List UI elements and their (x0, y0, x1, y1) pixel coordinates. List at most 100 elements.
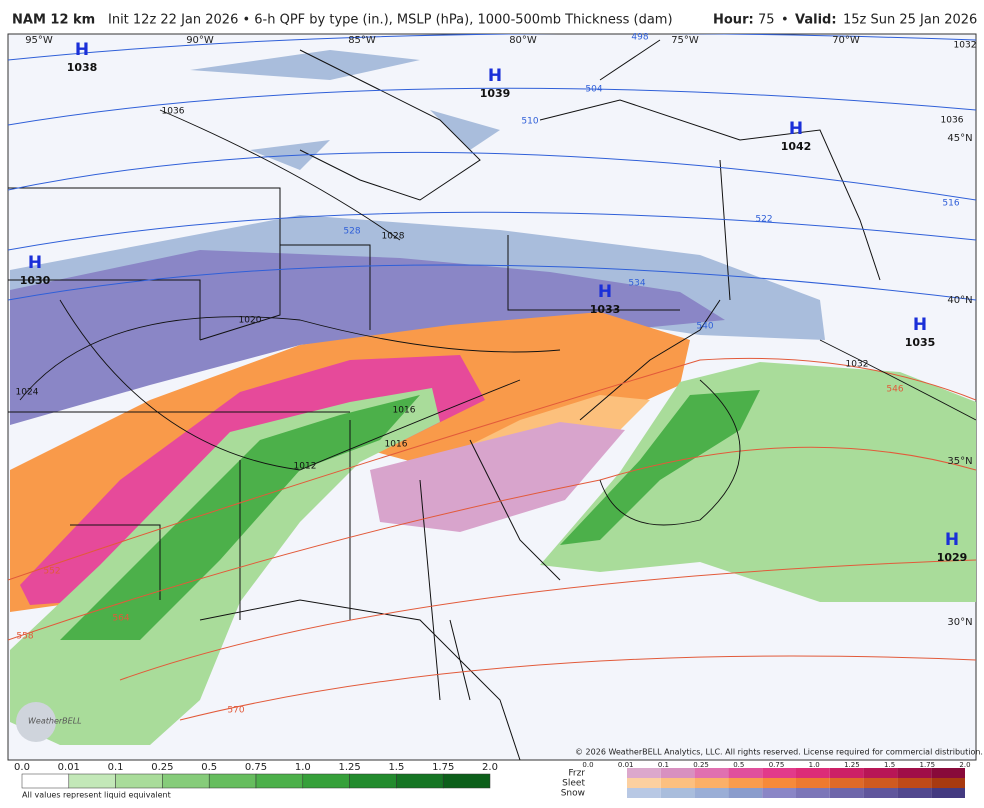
rain-legend-swatch (162, 773, 210, 789)
pressure-value: 1033 (590, 303, 621, 316)
rain-legend-value: 0.5 (201, 762, 217, 773)
pressure-symbol: H (945, 530, 959, 550)
type-legend-swatch (796, 768, 830, 778)
rain-legend-swatch (21, 773, 70, 789)
isobar-label: 1016 (385, 440, 408, 450)
thickness-label: 522 (755, 215, 772, 225)
type-legend-swatch (829, 788, 864, 798)
type-legend-swatch (694, 788, 729, 798)
rain-legend-value: 0.25 (151, 762, 173, 773)
type-legend-swatch (627, 768, 661, 778)
snow-streak (190, 50, 500, 170)
thickness-label: 546 (886, 385, 903, 395)
rain-legend-swatch (68, 773, 116, 789)
type-legend-swatch (762, 768, 796, 778)
longitude-label: 70°W (832, 35, 860, 46)
pressure-symbol: H (75, 40, 89, 60)
pressure-symbol: H (789, 119, 803, 139)
thickness-label: 552 (43, 567, 60, 577)
type-legend-swatch (863, 778, 898, 788)
sleet-area (10, 312, 690, 612)
logo-badge (16, 702, 56, 742)
type-legend-swatch (863, 788, 898, 798)
type-legend-swatch (897, 788, 932, 798)
thickness-label: 534 (628, 279, 645, 289)
pressure-value: 1042 (781, 140, 812, 153)
longitude-label: 80°W (509, 35, 537, 46)
type-legend-swatch (829, 768, 864, 778)
type-legend-value: 0.0 (582, 761, 593, 769)
type-legend-swatch (931, 778, 965, 788)
separator: • (781, 13, 789, 28)
rain-legend-swatch (396, 773, 444, 789)
header-bg (0, 0, 984, 34)
rain-legend-swatch (349, 773, 397, 789)
thickness-label: 570 (227, 706, 244, 716)
pressure-value: 1029 (937, 551, 968, 564)
thickness-label: 528 (343, 227, 360, 237)
thickness-label: 498 (631, 33, 648, 43)
type-legend-swatch (829, 778, 864, 788)
rain-legend-value: 0.01 (58, 762, 80, 773)
isobar-label: 1032 (954, 41, 977, 51)
type-legend-swatch (660, 788, 695, 798)
type-legend-swatch (796, 778, 830, 788)
thickness-label: 540 (696, 322, 713, 332)
thickness-label: 504 (585, 85, 602, 95)
hour: 75 (758, 13, 775, 28)
longitude-label: 95°W (25, 35, 53, 46)
rain-legend-swatch (115, 773, 163, 789)
latitude-label: 35°N (947, 456, 972, 467)
pressure-symbol: H (598, 282, 612, 302)
rain-light-east (540, 362, 976, 602)
type-legend-label: Sleet (562, 779, 585, 789)
type-legend-swatch (694, 778, 729, 788)
rain-legend-value: 2.0 (482, 762, 498, 773)
type-legend-value: 1.25 (844, 761, 860, 769)
pressure-value: 1030 (20, 274, 51, 287)
pressure-value: 1038 (67, 61, 98, 74)
isobar-label: 1032 (846, 360, 869, 370)
longitude-label: 90°W (186, 35, 214, 46)
frzr-light (370, 422, 625, 532)
type-legend-swatch (660, 768, 695, 778)
type-legend-swatch (931, 768, 965, 778)
isobars (19, 109, 976, 526)
type-legend-swatch (863, 768, 898, 778)
pressure-value: 1039 (480, 87, 511, 100)
pressure-symbol: H (28, 253, 42, 273)
thickness-label: 510 (521, 117, 538, 127)
title: NAM 12 km (12, 13, 95, 28)
thickness-cold (8, 34, 976, 301)
type-legend-swatch (762, 788, 796, 798)
type-legend-swatch (627, 788, 661, 798)
isobar-label: 1036 (941, 116, 964, 126)
type-legend-swatch (694, 768, 729, 778)
valid: 15z Sun 25 Jan 2026 (843, 13, 977, 28)
type-legend-value: 0.01 (618, 761, 634, 769)
rain-legend-swatch (442, 773, 491, 789)
type-legend-value: 0.75 (769, 761, 785, 769)
thickness-label: 564 (112, 614, 129, 624)
type-legend-label: Snow (561, 789, 585, 799)
rain-legend-value: 1.0 (295, 762, 311, 773)
hour-label: Hour: (713, 13, 754, 28)
type-legend-swatch (897, 768, 932, 778)
longitude-label: 75°W (671, 35, 699, 46)
rain-legend-value: 1.75 (432, 762, 454, 773)
latitude-label: 40°N (947, 295, 972, 306)
map (7, 33, 977, 761)
type-legend-value: 2.0 (959, 761, 970, 769)
type-legend-value: 0.25 (693, 761, 709, 769)
longitude-label: 85°W (348, 35, 376, 46)
type-legend-swatch (660, 778, 695, 788)
isobar-label: 1036 (162, 107, 185, 117)
latitude-label: 45°N (947, 133, 972, 144)
rain-moderate-east (560, 390, 760, 545)
isobar-label: 1020 (239, 316, 262, 326)
type-legend-swatch (728, 768, 763, 778)
type-legend-value: 0.5 (733, 761, 744, 769)
type-legend-swatch (931, 788, 965, 798)
type-legend-swatch (627, 778, 661, 788)
